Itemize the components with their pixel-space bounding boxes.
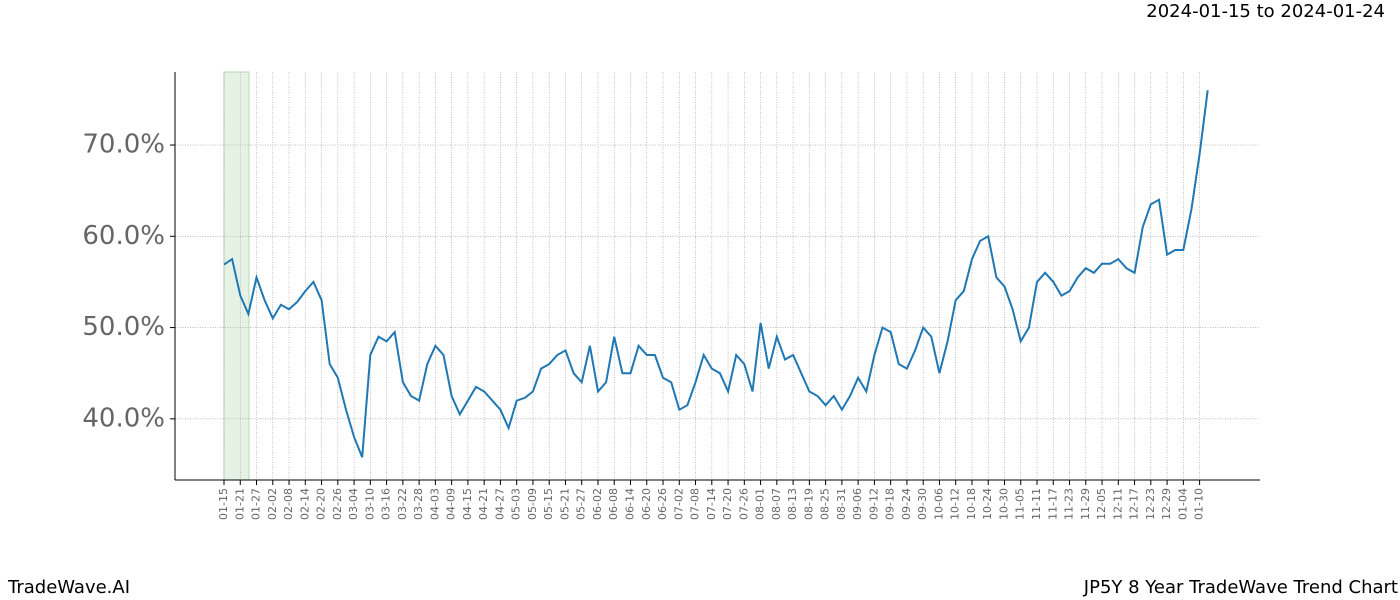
x-tick-label: 05-15 (542, 488, 555, 520)
x-tick-label: 11-17 (1046, 488, 1059, 520)
x-tick-label: 04-03 (428, 488, 441, 520)
x-tick-label: 06-14 (624, 488, 637, 520)
x-tick-label: 01-27 (250, 488, 263, 520)
x-tick-label: 09-18 (884, 488, 897, 520)
x-tick-label: 01-04 (1176, 488, 1189, 520)
x-tick-label: 08-07 (770, 488, 783, 520)
x-tick-label: 05-21 (558, 488, 571, 520)
x-tick-label: 12-11 (1111, 488, 1124, 520)
x-tick-label: 05-09 (526, 488, 539, 520)
x-tick-label: 07-26 (737, 488, 750, 520)
x-tick-label: 04-21 (477, 488, 490, 520)
x-tick-label: 10-06 (932, 488, 945, 520)
x-tick-label: 01-15 (217, 488, 230, 520)
x-tick-label: 08-01 (754, 488, 767, 520)
x-tick-label: 08-25 (819, 488, 832, 520)
x-tick-label: 09-30 (916, 488, 929, 520)
x-tick-label: 08-13 (786, 488, 799, 520)
x-tick-label: 06-26 (656, 488, 669, 520)
y-tick-label: 50.0% (82, 312, 165, 342)
x-tick-label: 04-15 (461, 488, 474, 520)
y-tick-label: 70.0% (82, 130, 165, 160)
x-tick-label: 03-22 (396, 488, 409, 520)
x-tick-label: 02-20 (315, 488, 328, 520)
x-tick-label: 03-10 (363, 488, 376, 520)
data-line (223, 90, 1209, 458)
x-tick-label: 08-19 (802, 488, 815, 520)
x-tick-label: 04-09 (445, 488, 458, 520)
x-tick-label: 12-23 (1144, 488, 1157, 520)
x-tick-label: 10-18 (965, 488, 978, 520)
x-tick-label: 02-26 (331, 488, 344, 520)
x-tick-label: 11-29 (1079, 488, 1092, 520)
brand: TradeWave.AI (7, 577, 130, 598)
x-tick-label: 07-08 (689, 488, 702, 520)
x-tick-label: 11-11 (1030, 488, 1043, 520)
x-tick-label: 12-05 (1095, 488, 1108, 520)
x-tick-label: 01-21 (233, 488, 246, 520)
x-tick-label: 11-23 (1063, 488, 1076, 520)
x-tick-label: 08-31 (835, 488, 848, 520)
x-tick-label: 07-20 (721, 488, 734, 520)
x-tick-label: 03-16 (380, 488, 393, 520)
x-tick-label: 09-24 (900, 488, 913, 520)
y-tick-label: 60.0% (82, 221, 165, 251)
chart-title: JP5Y 8 Year TradeWave Trend Chart (1083, 577, 1398, 598)
x-tick-label: 09-12 (867, 488, 880, 520)
x-tick-label: 01-10 (1193, 488, 1206, 520)
x-tick-label: 02-14 (298, 488, 311, 520)
x-tick-label: 10-12 (949, 488, 962, 520)
x-tick-label: 07-14 (705, 488, 718, 520)
x-tick-label: 04-27 (493, 488, 506, 520)
x-tick-label: 11-05 (1014, 488, 1027, 520)
x-tick-label: 06-02 (591, 488, 604, 520)
x-tick-label: 07-02 (672, 488, 685, 520)
x-tick-label: 02-08 (282, 488, 295, 520)
x-tick-label: 12-17 (1128, 488, 1141, 520)
date-range: 2024-01-15 to 2024-01-24 (1146, 1, 1385, 22)
x-tick-label: 03-28 (412, 488, 425, 520)
x-tick-label: 10-24 (981, 488, 994, 520)
x-tick-label: 10-30 (997, 488, 1010, 520)
x-tick-label: 12-29 (1160, 488, 1173, 520)
x-tick-label: 05-27 (575, 488, 588, 520)
x-tick-label: 05-03 (510, 488, 523, 520)
x-tick-label: 03-04 (347, 488, 360, 520)
x-tick-label: 02-02 (266, 488, 279, 520)
y-tick-label: 40.0% (82, 403, 165, 433)
x-tick-label: 06-20 (640, 488, 653, 520)
x-tick-label: 06-08 (607, 488, 620, 520)
x-tick-label: 09-06 (851, 488, 864, 520)
